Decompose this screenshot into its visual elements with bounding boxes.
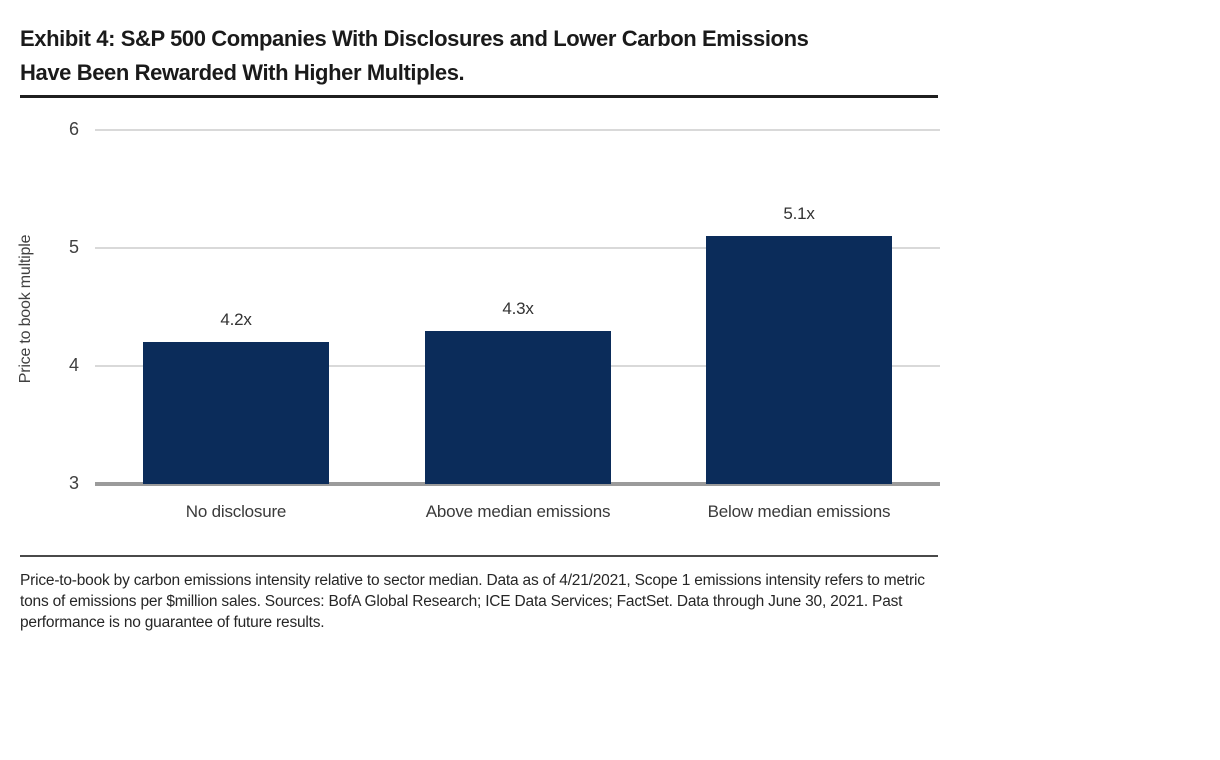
bar — [706, 236, 892, 484]
y-tick-label: 4 — [68, 355, 79, 375]
bar-value-label: 4.2x — [220, 310, 252, 329]
chart-title: Exhibit 4: S&P 500 Companies With Disclo… — [20, 22, 950, 90]
x-category-label: No disclosure — [185, 502, 287, 521]
y-axis-label: Price to book multiple — [17, 234, 34, 384]
gridline — [95, 129, 940, 131]
footnote-text: Price-to-book by carbon emissions intens… — [20, 572, 925, 631]
footnote-divider — [20, 555, 938, 557]
y-tick-label: 5 — [68, 237, 79, 257]
gridline — [95, 247, 940, 249]
chart-title-line-1: Exhibit 4: S&P 500 Companies With Disclo… — [20, 26, 809, 51]
x-axis-baseline — [95, 482, 940, 486]
bar — [425, 331, 611, 484]
plot-area: 4.2x 4.3x 5.1x — [95, 129, 940, 486]
chart-title-line-2: Have Been Rewarded With Higher Multiples… — [20, 60, 465, 85]
title-divider — [20, 95, 938, 98]
x-category-label: Above median emissions — [425, 502, 611, 521]
y-tick-label: 3 — [68, 473, 79, 493]
bar — [143, 342, 329, 484]
bar-value-label: 5.1x — [783, 204, 815, 223]
x-category-label: Below median emissions — [707, 502, 891, 521]
bar-value-label: 4.3x — [502, 299, 534, 318]
y-tick-label: 6 — [68, 119, 79, 139]
